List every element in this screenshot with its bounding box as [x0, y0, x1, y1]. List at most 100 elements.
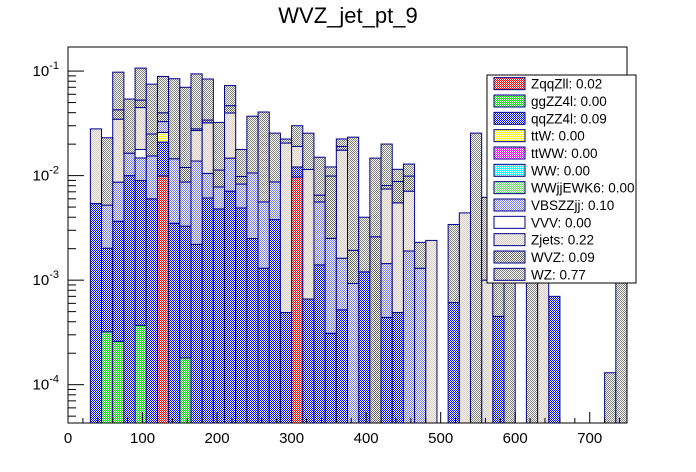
legend-label: ggZZ4l: 0.00	[531, 94, 607, 109]
bar-zjets-bin-26	[380, 188, 393, 265]
bar-wvz-bin-27	[391, 180, 404, 204]
bar-wz-bin-24	[358, 216, 371, 273]
legend-swatch	[493, 111, 526, 125]
legend-swatch	[493, 163, 526, 177]
x-axis: 0 100 200 300 400 500 600 700	[64, 412, 621, 447]
bar-zjets-bin-28	[402, 190, 416, 252]
legend-label: ttW: 0.00	[531, 129, 585, 144]
bar-vbszzjj-bin-22	[335, 257, 349, 311]
bar-wvz-bin-23	[347, 249, 360, 284]
bar-wz-bin-14	[246, 115, 259, 174]
bar-zjets-bin-18	[291, 145, 304, 168]
bar-wz-bin-1	[101, 137, 114, 206]
legend-entry-ggzz4l: ggZZ4l: 0.00	[493, 94, 607, 109]
bar-vbszzjj-bin-3	[123, 152, 136, 177]
bar-vbszzjj-bin-5	[145, 155, 158, 200]
bar-wz-bin-9	[190, 73, 203, 130]
y-tick-label: 10-2	[33, 165, 59, 185]
legend-entry-wvz: WVZ: 0.09	[493, 250, 595, 265]
bar-wz-bin-28	[402, 163, 416, 177]
bar-qqzz4l-bin-27	[391, 312, 404, 424]
y-tick-label: 10-1	[33, 60, 59, 80]
bar-wvz-bin-20	[313, 194, 326, 203]
bar-wz-bin-29	[414, 241, 427, 269]
bar-wz-bin-8	[179, 86, 192, 168]
bar-wvz-bin-28	[402, 175, 416, 192]
bar-wz-bin-12	[224, 85, 237, 107]
bar-wz-bin-6	[156, 75, 170, 114]
bar-zjets-bin-17	[279, 142, 293, 314]
bar-qqzz4l-bin-10	[201, 197, 214, 424]
bar-vbszzjj-bin-11	[212, 186, 226, 210]
bar-wz-bin-10	[201, 78, 214, 121]
bar-qqzz4l-bin-32	[447, 302, 460, 424]
bar-zjets-bin-0	[89, 128, 103, 205]
bar-vbszzjj-bin-26	[380, 263, 393, 318]
legend-entry-ttww: ttWW: 0.00	[493, 146, 598, 161]
legend-swatch	[493, 233, 526, 247]
bar-wz-bin-32	[447, 223, 460, 304]
bar-qqzz4l-bin-4	[134, 180, 147, 326]
bar-wz-bin-18	[291, 125, 304, 147]
legend-entry-wz: WZ: 0.77	[493, 267, 586, 282]
legend-swatch	[493, 267, 526, 281]
x-tick-label: 700	[577, 430, 602, 447]
bar-qqzz4l-bin-2	[112, 220, 125, 342]
bar-zjets-bin-2	[112, 118, 125, 183]
legend-swatch	[493, 198, 526, 212]
bar-vbszzjj-bin-23	[347, 282, 360, 424]
bar-vbszzjj-bin-29	[414, 267, 427, 424]
bar-qqzz4l-bin-8	[179, 225, 192, 359]
bar-wvz-bin-13	[235, 176, 248, 185]
y-tick-exponent: -4	[49, 374, 59, 386]
bar-ttw-bin-6	[156, 131, 170, 143]
legend-swatch	[493, 77, 526, 91]
bar-zjets-bin-12	[224, 112, 237, 159]
y-tick-base: 10	[33, 377, 50, 394]
legend-entry-wwjjewk6: WWjjEWK6: 0.00	[493, 181, 635, 196]
legend-entry-vbszzjj: VBSZZjj: 0.10	[493, 198, 614, 213]
bar-ggzz4l-bin-8	[179, 357, 192, 424]
y-tick-base: 10	[33, 168, 50, 185]
bar-zjets-bin-10	[201, 122, 214, 174]
bar-wvz-bin-2	[112, 109, 125, 120]
bar-zjets-bin-4	[134, 107, 147, 151]
legend-label: ZqqZll: 0.02	[531, 77, 602, 92]
y-tick-base: 10	[33, 63, 50, 80]
bar-zjets-bin-35	[481, 279, 494, 424]
x-tick-label: 200	[205, 430, 230, 447]
bar-wz-bin-21	[324, 166, 337, 177]
bar-qqzz4l-bin-16	[268, 219, 281, 424]
legend-box	[486, 74, 637, 284]
bar-qqzz4l-bin-20	[313, 264, 326, 424]
legend-entry-ttw: ttW: 0.00	[493, 129, 585, 144]
y-tick-base: 10	[33, 272, 50, 289]
bar-vbszzjj-bin-20	[313, 201, 326, 266]
x-tick-label: 600	[503, 430, 528, 447]
x-tick-label: 500	[428, 430, 453, 447]
bar-ggzz4l-bin-1	[101, 331, 114, 424]
bar-wvz-bin-25	[369, 236, 382, 424]
bar-zjets-bin-9	[190, 130, 203, 162]
bar-wz-bin-17	[279, 138, 293, 144]
bar-wvz-bin-6	[156, 112, 170, 123]
bar-wz-bin-13	[235, 148, 248, 178]
legend-swatch	[493, 215, 526, 229]
bar-qqzz4l-bin-3	[123, 175, 136, 424]
bar-wvz-bin-8	[179, 166, 192, 183]
bar-qqzz4l-bin-12	[224, 190, 237, 424]
y-tick-label: 10-4	[33, 374, 59, 394]
bar-zqqzll-bin-6	[156, 175, 170, 424]
y-tick-exponent: -1	[49, 60, 59, 72]
bar-vbszzjj-bin-10	[201, 172, 214, 199]
bar-zjets-bin-22	[335, 149, 349, 259]
x-tick-label: 100	[130, 430, 155, 447]
bar-wvz-bin-12	[224, 105, 237, 114]
bar-wz-bin-4	[134, 67, 147, 101]
bar-wz-bin-11	[212, 121, 226, 171]
bar-vbszzjj-bin-4	[134, 157, 147, 182]
legend-entry-qqzz4l: qqZZ4l: 0.09	[493, 111, 607, 126]
bar-vbszzjj-bin-1	[101, 204, 114, 249]
bar-wz-bin-22	[335, 138, 349, 147]
y-tick-label: 10-3	[33, 269, 59, 289]
